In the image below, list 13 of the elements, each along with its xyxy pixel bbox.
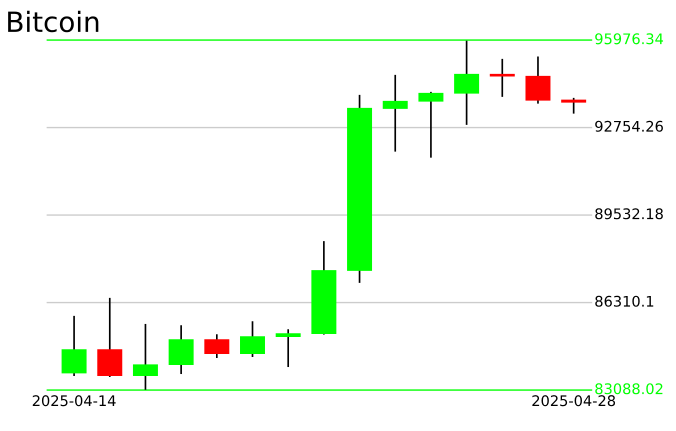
y-tick-label: 86310.1: [595, 296, 654, 307]
x-tick-label: 2025-04-28: [532, 395, 616, 406]
candlestick: [418, 91, 444, 159]
y-tick-label: 95976.34: [595, 33, 664, 44]
y-tick-label: 89532.18: [595, 208, 663, 220]
y-tick-label: 83088.02: [595, 383, 662, 394]
candlestick: [276, 328, 301, 368]
candlestick: [382, 74, 408, 153]
chart-title: Bitcoin: [8, 10, 98, 32]
y-tick-label: 92754.26: [595, 120, 663, 132]
candlestick: [561, 97, 586, 114]
candlestick: [490, 58, 515, 98]
x-tick-label: 2025-04-14: [32, 395, 116, 406]
